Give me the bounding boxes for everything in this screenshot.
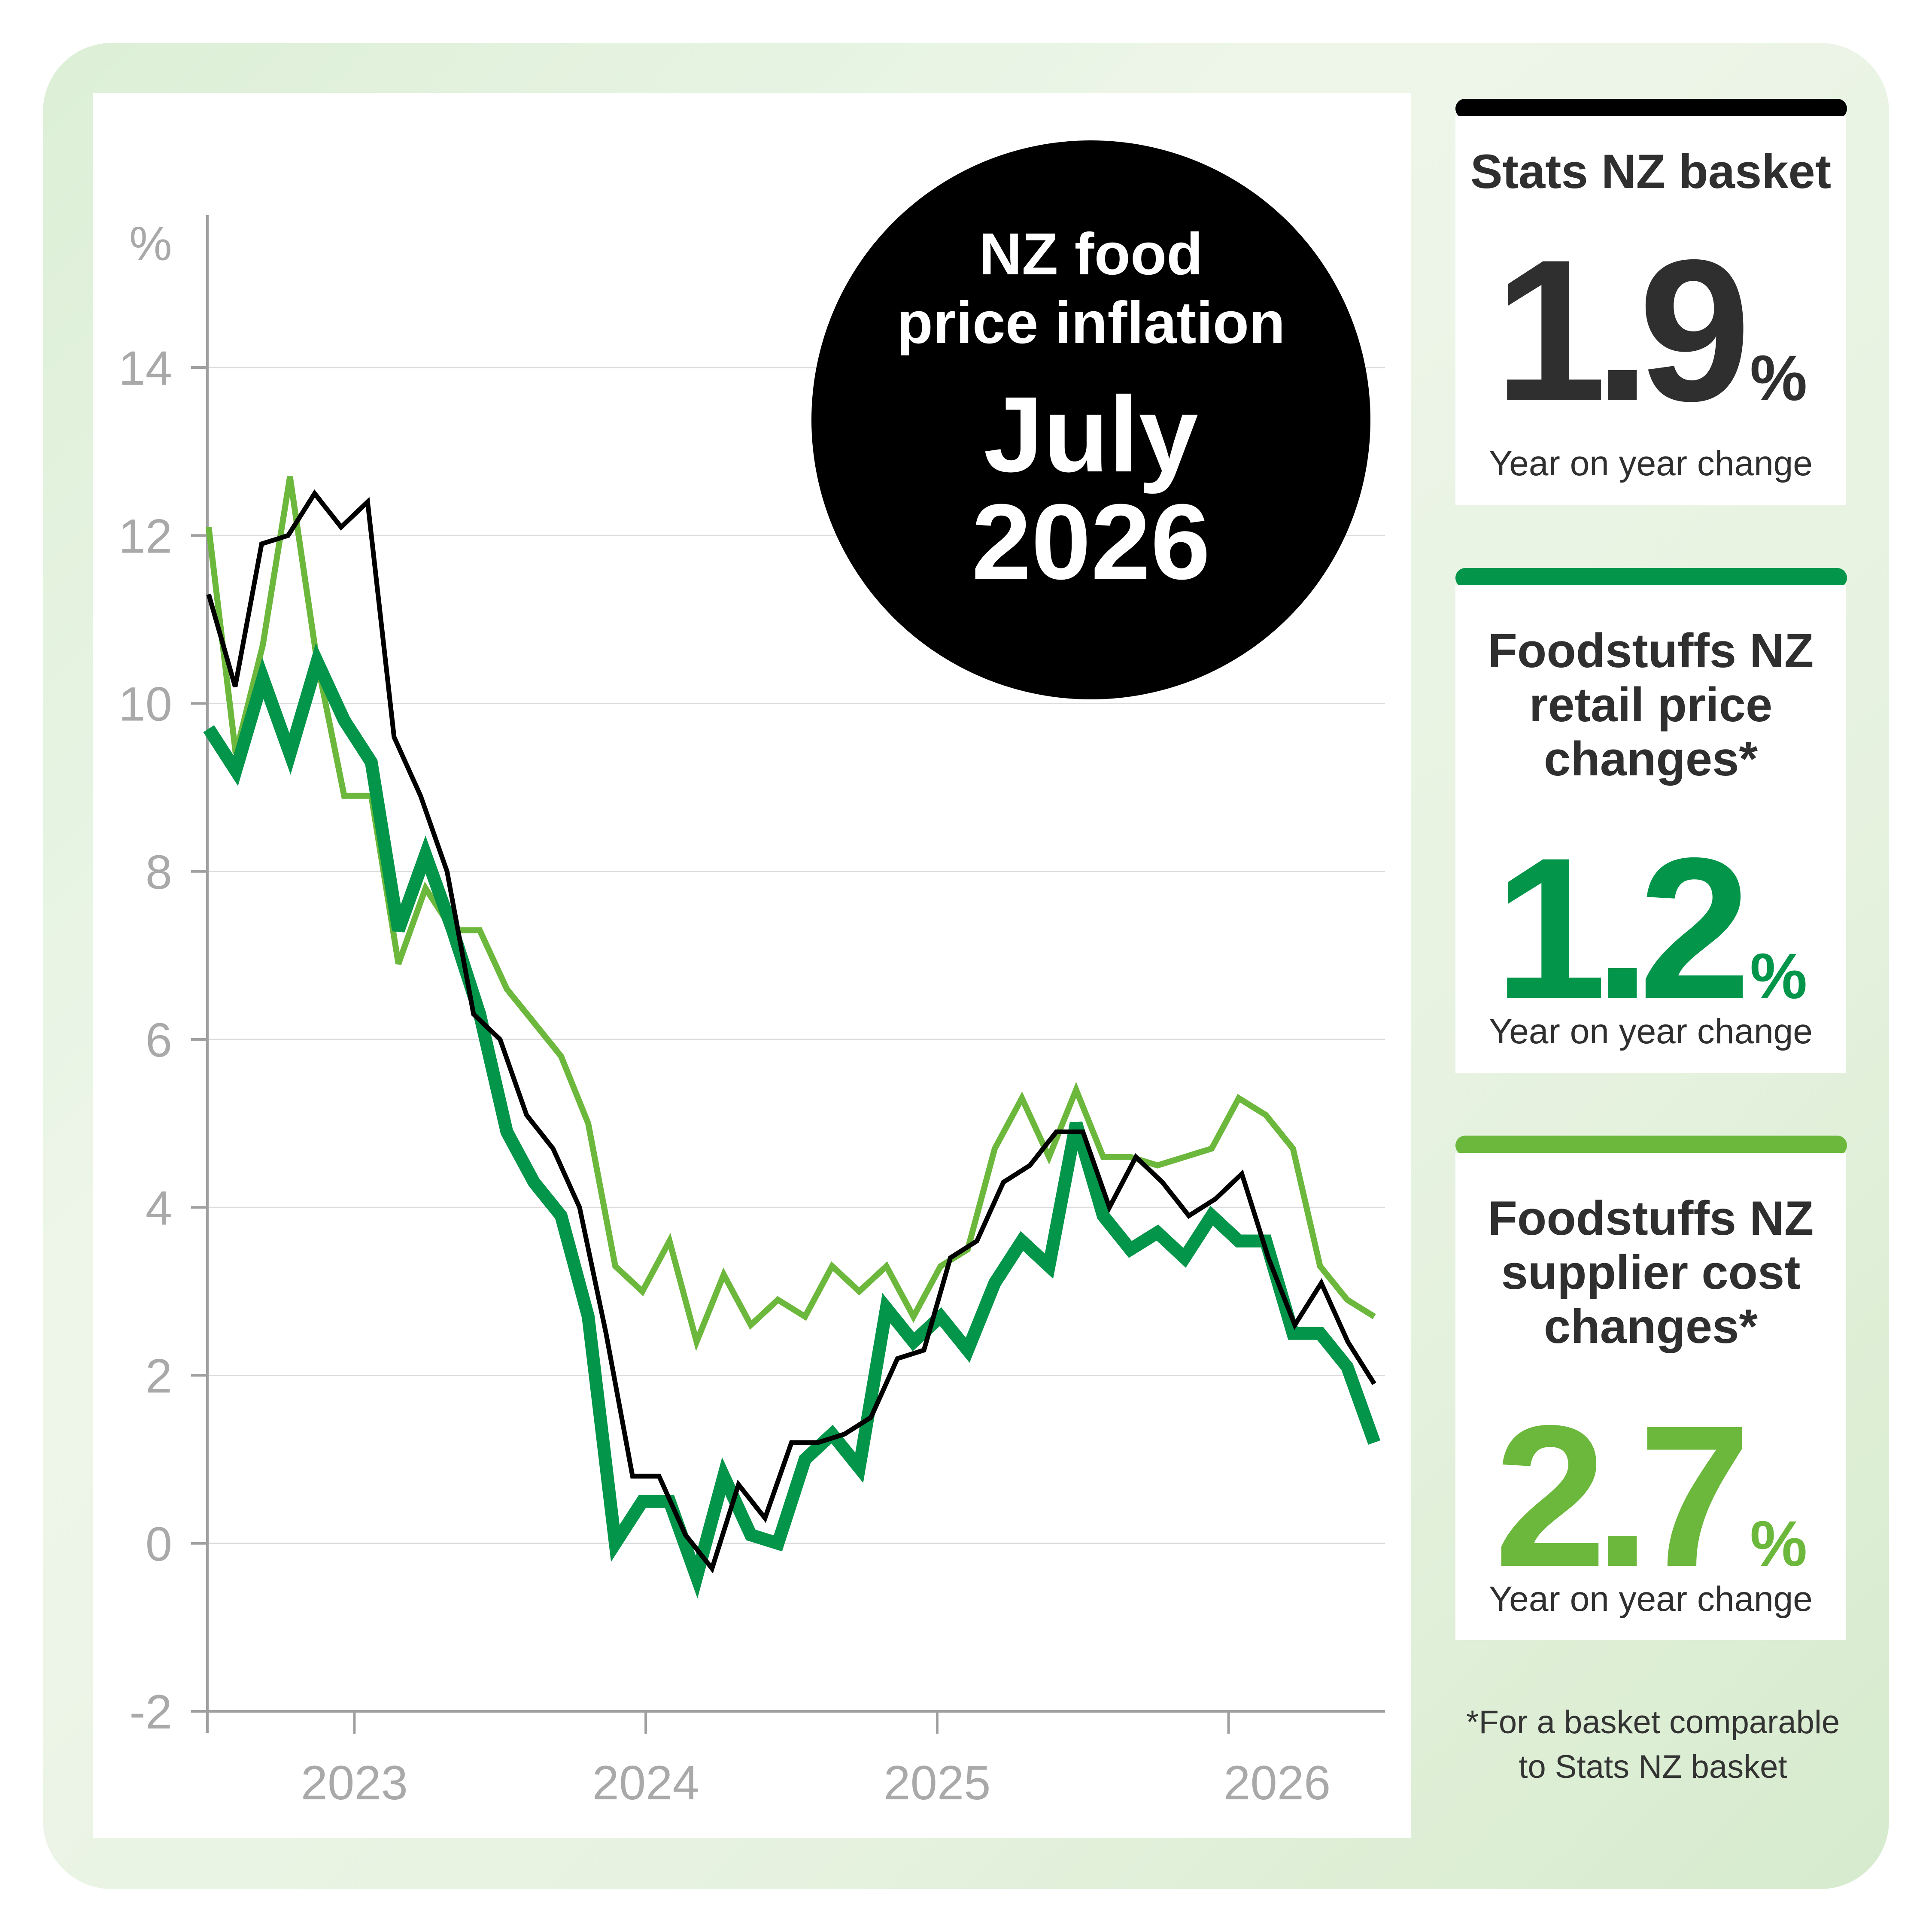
y-tick-label: 6 [146,1013,172,1067]
retail-color-bar [1455,568,1847,588]
y-tick-label: 4 [146,1181,172,1235]
title-month: July [983,374,1199,494]
footnote-line-2: to Stats NZ basket [1519,1749,1787,1785]
y-tick-label: 14 [118,341,172,395]
retail-card: Foodstuffs NZ retail price changes* 1.2%… [1455,585,1846,1073]
footnote-line-1: *For a basket comparable [1466,1704,1840,1741]
title-year: 2026 [971,482,1211,601]
supplier-color-bar [1455,1136,1847,1155]
stats-nz-color-bar [1455,99,1847,118]
x-tick-label: 2023 [301,1756,408,1810]
supplier-heading: Foodstuffs NZ supplier cost changes* [1488,1191,1814,1353]
x-tick-label: 2024 [592,1756,699,1810]
stats-nz-value: 1.9 [1494,218,1751,443]
y-tick-label: -2 [129,1685,172,1739]
y-tick-label: 12 [118,509,172,563]
footnote: *For a basket comparable to Stats NZ bas… [1438,1700,1868,1789]
y-tick-label: 2 [146,1349,172,1403]
stats-nz-heading: Stats NZ basket [1470,145,1832,198]
title-badge: NZ food price inflation July 2026 [811,140,1370,699]
y-tick-label: 10 [118,677,172,731]
supplier-card: Foodstuffs NZ supplier cost changes* 2.7… [1455,1153,1846,1640]
series-line-stats [206,489,1376,1574]
series-line-supplier [206,476,1376,1352]
title-line-2: price inflation [896,290,1285,356]
series-line-retail [203,643,1381,1599]
x-tick-label: 2025 [884,1756,990,1810]
retail-caption: Year on year change [1489,1012,1813,1051]
supplier-caption: Year on year change [1489,1580,1813,1619]
y-tick-label: 8 [146,845,172,899]
y-axis-label: % [129,217,172,270]
stats-nz-caption: Year on year change [1489,444,1813,483]
supplier-unit: % [1750,1507,1807,1580]
retail-value-group: 1.2% [1455,828,1846,1030]
supplier-value: 2.7 [1494,1383,1751,1609]
stats-nz-unit: % [1750,342,1807,414]
retail-unit: % [1750,940,1807,1012]
retail-value: 1.2 [1494,816,1751,1041]
x-tick-label: 2026 [1224,1756,1331,1810]
stats-nz-value-group: 1.9% [1455,230,1846,431]
supplier-value-group: 2.7% [1455,1395,1846,1597]
title-line-1: NZ food [979,221,1203,287]
y-tick-label: 0 [146,1517,172,1571]
retail-heading: Foodstuffs NZ retail price changes* [1488,624,1814,786]
stats-nz-card: Stats NZ basket 1.9% Year on year change [1455,116,1846,505]
